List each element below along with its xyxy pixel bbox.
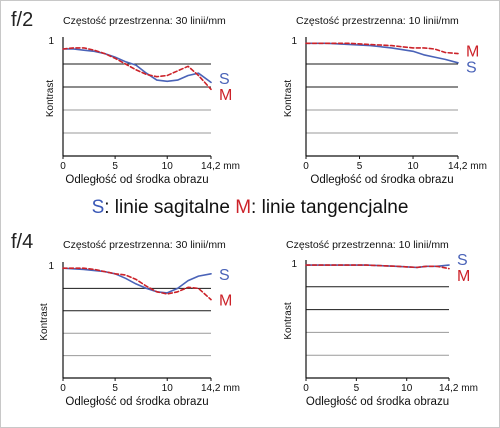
- series-sagittal-line: [305, 42, 459, 64]
- x-tick-label: 10: [401, 383, 413, 394]
- chart-title: Częstość przestrzenna: 30 linii/mm: [63, 239, 226, 251]
- legend-sagittal-key: S: [91, 197, 105, 218]
- chart-panel-4: Częstość przestrzenna: 10 linii/mm 1 Kontr…: [283, 239, 478, 408]
- x-tick-label: 5: [112, 383, 118, 394]
- x-tick-label: 10: [162, 161, 174, 172]
- x-axis-label: Odległość od środka obrazu: [65, 174, 208, 186]
- aperture-label-f2: f/2: [11, 9, 34, 31]
- series-tangential-label: M: [457, 268, 470, 285]
- series-tangential-line: [62, 47, 212, 91]
- series-tangential-label: M: [219, 87, 232, 104]
- series-sagittal-label: S: [219, 71, 230, 88]
- x-tick-label: 14,2 mm: [201, 383, 240, 394]
- x-tick-label: 0: [60, 161, 66, 172]
- series-sagittal-label: S: [466, 59, 477, 76]
- series-sagittal-label: S: [457, 252, 468, 269]
- x-axis-label: Odległość od środka obrazu: [306, 396, 449, 408]
- chart-title: Częstość przestrzenna: 10 linii/mm: [286, 239, 449, 251]
- chart-panel-3: Częstość przestrzenna: 30 linii/mm 1 Kontr…: [39, 239, 240, 408]
- series-tangential-line: [305, 264, 450, 270]
- y-axis-label: Kontrast: [39, 303, 50, 340]
- legend-tangential-text: : linie tangencjalne: [251, 197, 409, 218]
- y-axis-label: Kontrast: [283, 302, 294, 339]
- series-tangential-line: [62, 267, 212, 301]
- y-tick-label: 1: [48, 36, 54, 47]
- x-tick-label: 14,2 mm: [439, 383, 478, 394]
- y-tick-label: 1: [291, 259, 297, 270]
- y-axis-label: Kontrast: [283, 80, 294, 117]
- chart-title: Częstość przestrzenna: 30 linii/mm: [63, 15, 226, 27]
- y-tick-label: 1: [291, 36, 297, 47]
- x-tick-label: 5: [354, 383, 360, 394]
- series-tangential-line: [305, 42, 459, 55]
- x-tick-label: 0: [60, 383, 66, 394]
- y-axis-label: Kontrast: [45, 80, 56, 117]
- series-legend: S: linie sagitalne M: linie tangencjalne: [1, 197, 499, 219]
- series-tangential-label: M: [466, 43, 479, 60]
- x-axis-label: Odległość od środka obrazu: [310, 174, 453, 186]
- aperture-label-f4: f/4: [11, 231, 34, 253]
- legend-sagittal-text: : linie sagitalne: [104, 197, 236, 218]
- series-sagittal-label: S: [219, 267, 230, 284]
- series-sagittal-line: [62, 48, 212, 84]
- chart-panel-1: Częstość przestrzenna: 30 linii/mm 1 Kontr…: [45, 15, 240, 186]
- x-tick-label: 10: [407, 161, 419, 172]
- chart-panel-2: Częstość przestrzenna: 10 linii/mm 1 Kontr…: [283, 15, 487, 186]
- x-tick-label: 14,2 mm: [448, 161, 487, 172]
- x-axis-label: Odległość od środka obrazu: [65, 396, 208, 408]
- x-tick-label: 5: [357, 161, 363, 172]
- x-tick-label: 0: [303, 383, 309, 394]
- legend-tangential-key: M: [235, 197, 252, 218]
- y-tick-label: 1: [48, 261, 54, 272]
- x-tick-label: 0: [303, 161, 309, 172]
- x-tick-label: 10: [162, 383, 174, 394]
- series-tangential-label: M: [219, 293, 232, 310]
- chart-title: Częstość przestrzenna: 10 linii/mm: [296, 15, 459, 27]
- x-tick-label: 5: [112, 161, 118, 172]
- x-tick-label: 14,2 mm: [201, 161, 240, 172]
